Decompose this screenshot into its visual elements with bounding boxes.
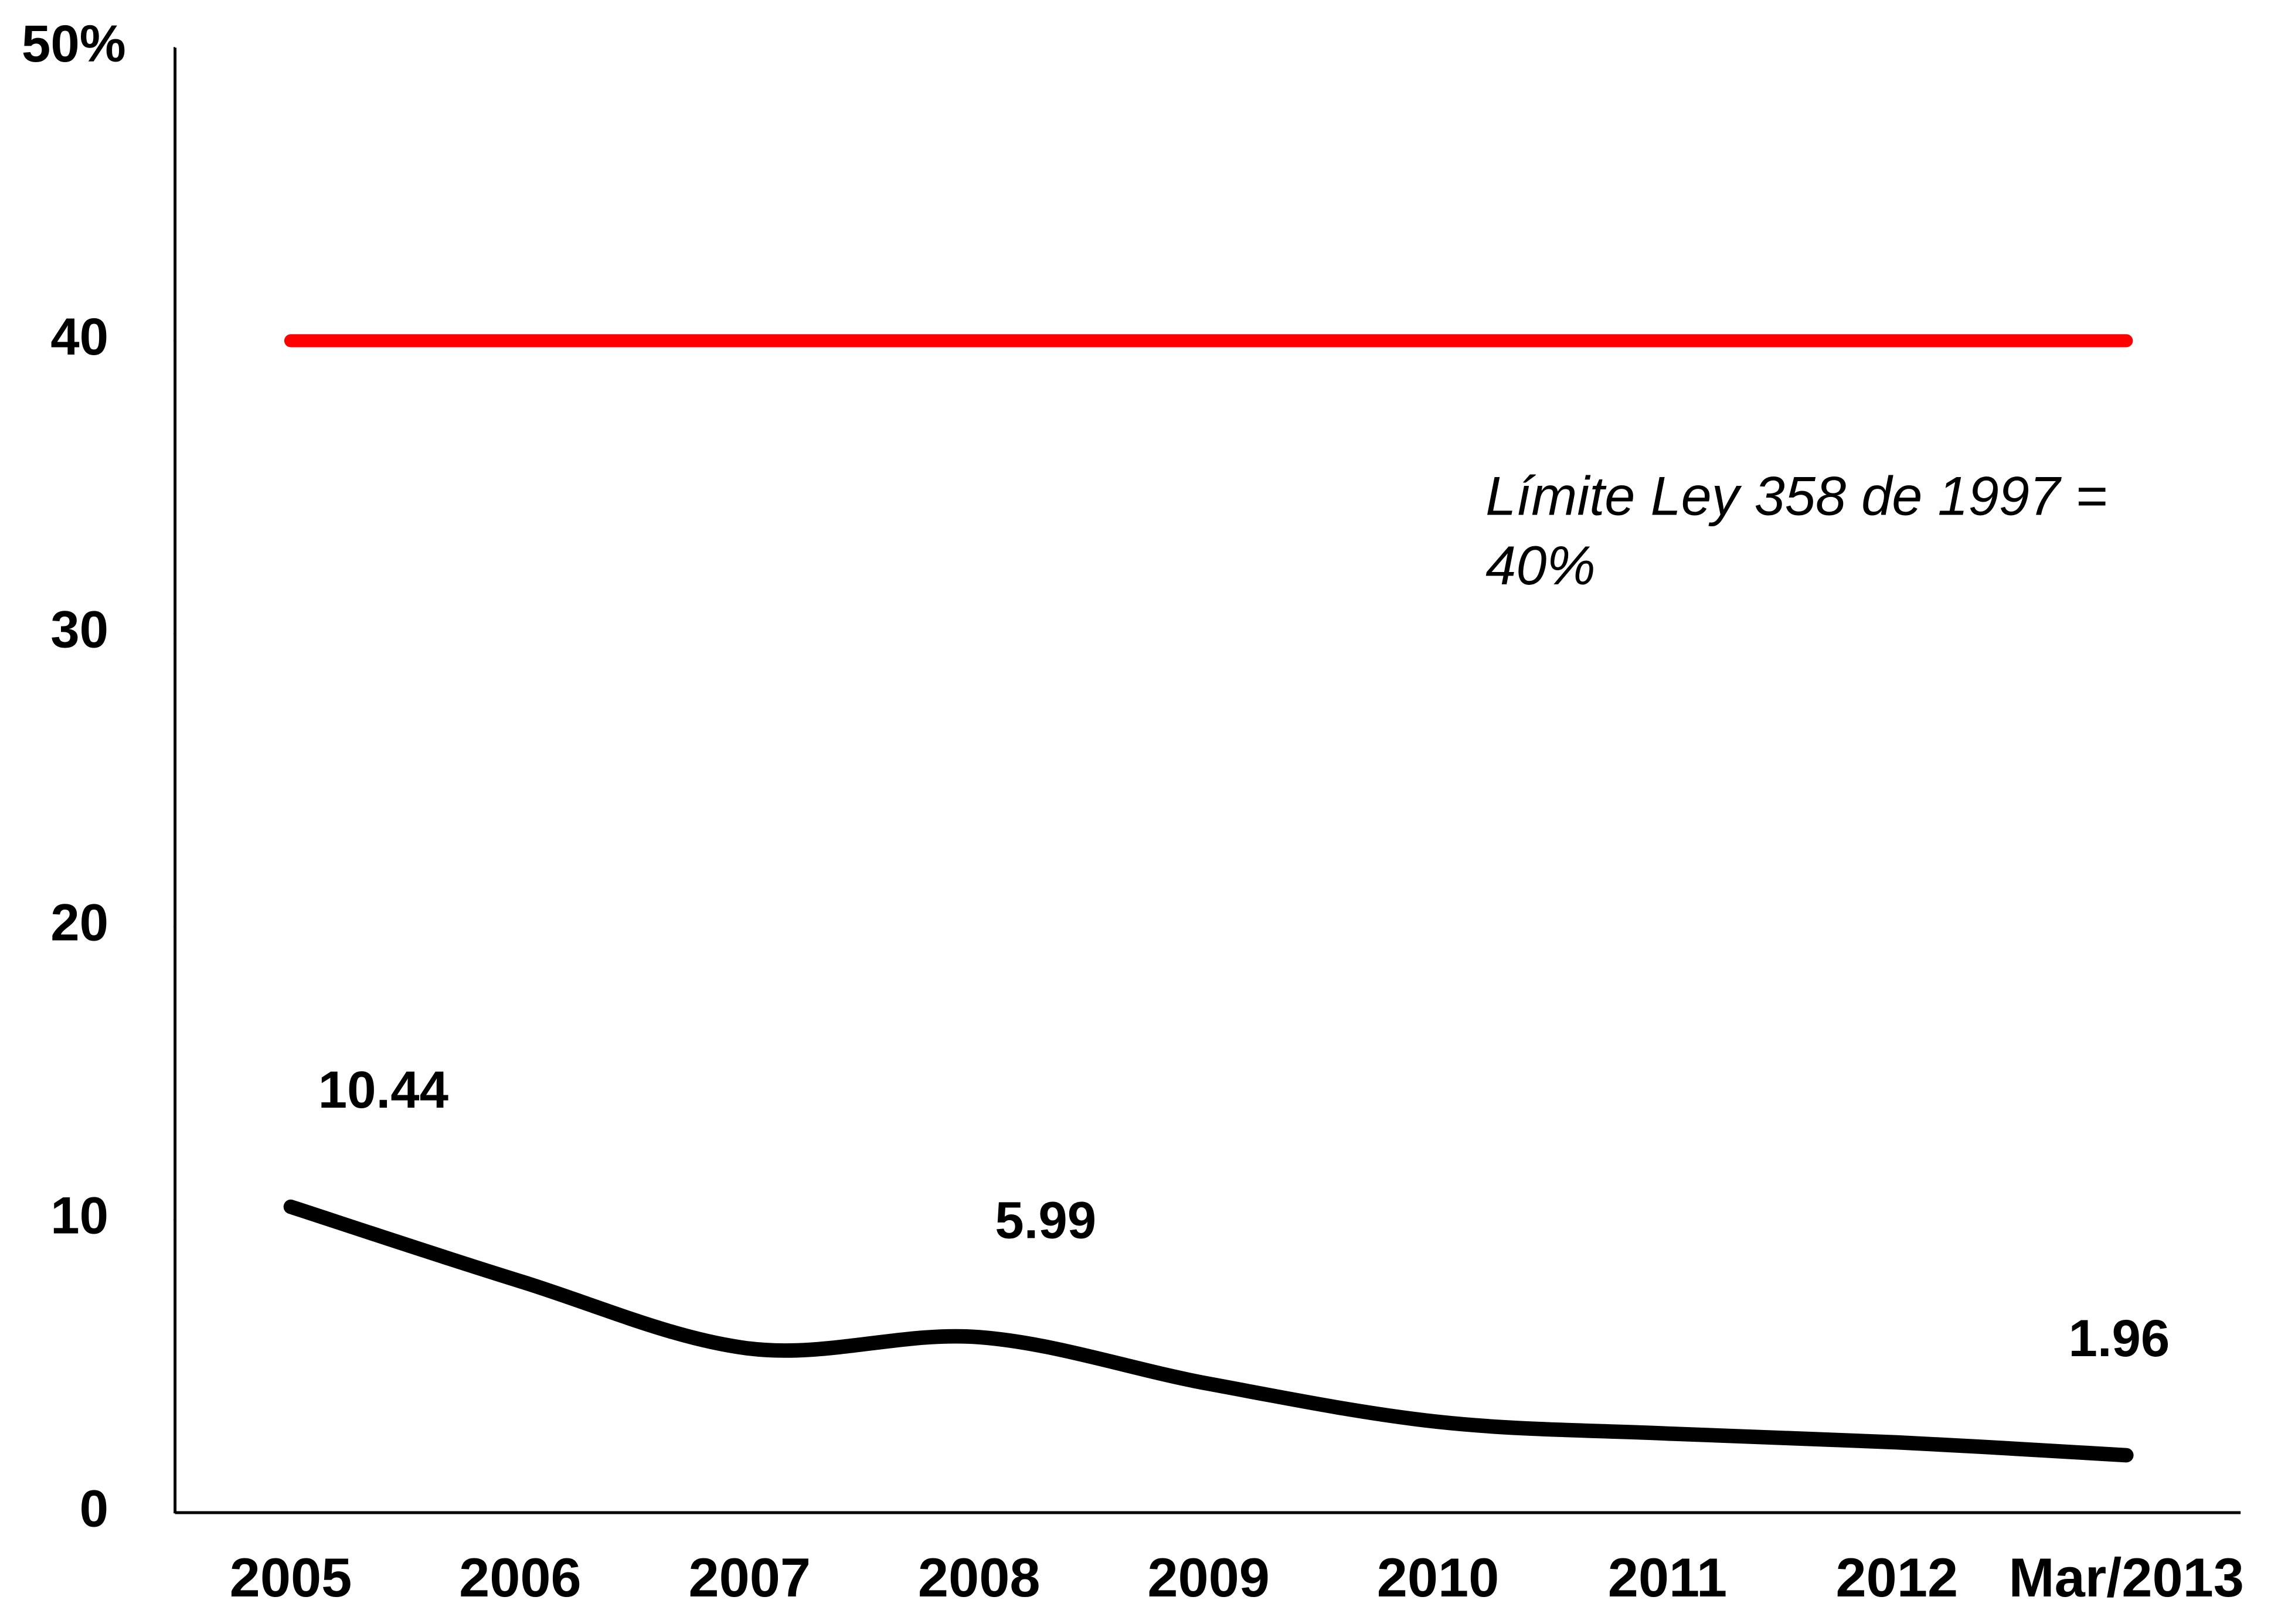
line [283,1199,2134,1463]
annotation: Límite Ley 358 de 1997 = [1485,465,2107,527]
x-tick-label: 2008 [918,1547,1041,1608]
data-label: 5.99 [995,1191,1096,1250]
data-label: 1.96 [2068,1309,2170,1367]
y-tick-label: 40 [50,308,108,366]
y-tick-label: 30 [50,601,108,659]
y-tick-label: 10 [50,1187,108,1245]
y-tick-label: 0 [80,1479,108,1537]
annotation: 40% [1485,534,1596,596]
x-tick-label: 2005 [230,1547,352,1608]
x-tick-label: 2012 [1836,1547,1959,1608]
x-tick-label: 2011 [1608,1547,1727,1608]
x-tick-label: 2006 [459,1547,582,1608]
x-tick-label: Mar/2013 [2009,1547,2244,1608]
y-tick-label: 50% [22,15,126,73]
data-label: 10.44 [318,1061,448,1119]
x-tick-label: 2010 [1377,1547,1500,1608]
y-tick-label: 20 [50,894,108,952]
x-tick-label: 2007 [689,1547,811,1608]
x-tick-label: 2009 [1147,1547,1270,1608]
